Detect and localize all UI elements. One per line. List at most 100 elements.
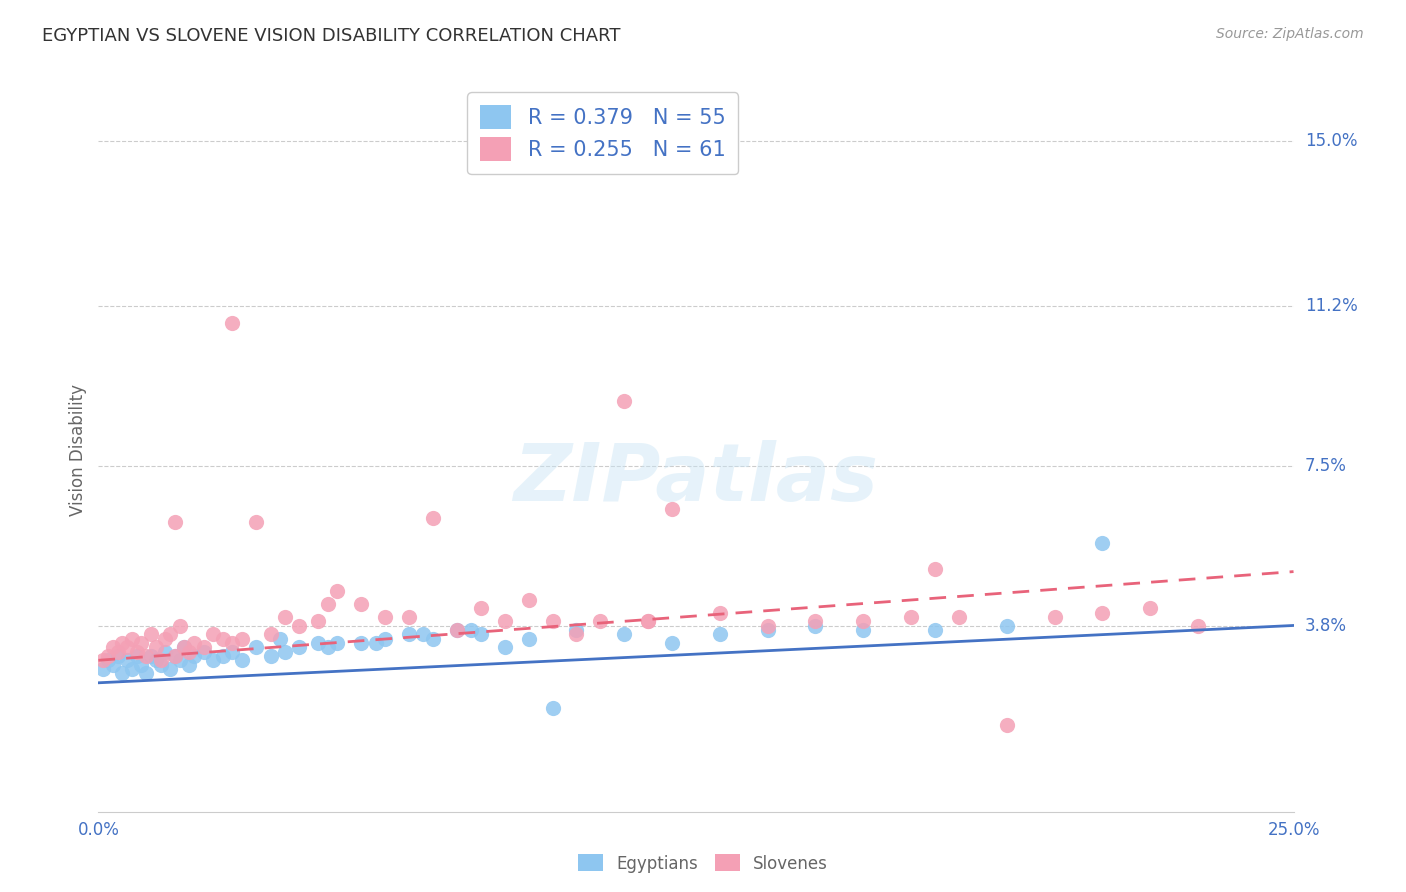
Point: [183, 648, 205, 663]
Point: [422, 632, 444, 646]
Point: [202, 653, 225, 667]
Point: [193, 645, 215, 659]
Point: [183, 636, 205, 650]
Point: [460, 623, 482, 637]
Point: [163, 648, 186, 663]
Point: [326, 584, 349, 599]
Point: [111, 666, 134, 681]
Point: [613, 627, 636, 641]
Point: [149, 657, 172, 672]
Point: [1187, 618, 1209, 632]
Point: [125, 648, 148, 663]
Text: Source: ZipAtlas.com: Source: ZipAtlas.com: [1216, 27, 1364, 41]
Point: [374, 610, 396, 624]
Legend: R = 0.379   N = 55, R = 0.255   N = 61: R = 0.379 N = 55, R = 0.255 N = 61: [467, 93, 738, 174]
Point: [804, 615, 827, 629]
Y-axis label: Vision Disability: Vision Disability: [69, 384, 87, 516]
Point: [169, 653, 191, 667]
Text: 3.8%: 3.8%: [1305, 616, 1347, 635]
Point: [115, 653, 138, 667]
Text: EGYPTIAN VS SLOVENE VISION DISABILITY CORRELATION CHART: EGYPTIAN VS SLOVENE VISION DISABILITY CO…: [42, 27, 620, 45]
Point: [494, 615, 516, 629]
Point: [517, 632, 540, 646]
Point: [288, 618, 311, 632]
Point: [661, 501, 683, 516]
Point: [470, 627, 492, 641]
Point: [613, 393, 636, 408]
Text: ZIPatlas: ZIPatlas: [513, 441, 879, 518]
Point: [637, 615, 659, 629]
Point: [995, 618, 1018, 632]
Point: [948, 610, 970, 624]
Point: [541, 615, 564, 629]
Point: [169, 618, 191, 632]
Point: [111, 636, 134, 650]
Point: [709, 606, 731, 620]
Point: [231, 653, 253, 667]
Point: [145, 640, 167, 655]
Point: [163, 515, 186, 529]
Point: [259, 627, 281, 641]
Point: [145, 653, 167, 667]
Point: [131, 657, 153, 672]
Point: [121, 632, 143, 646]
Point: [173, 640, 195, 655]
Point: [288, 640, 311, 655]
Point: [135, 666, 157, 681]
Point: [274, 610, 297, 624]
Point: [900, 610, 922, 624]
Point: [221, 636, 243, 650]
Point: [924, 562, 946, 576]
Point: [125, 645, 148, 659]
Point: [91, 662, 114, 676]
Point: [589, 615, 612, 629]
Point: [470, 601, 492, 615]
Point: [446, 623, 468, 637]
Point: [541, 701, 564, 715]
Point: [245, 640, 267, 655]
Point: [91, 653, 114, 667]
Point: [155, 645, 177, 659]
Point: [202, 627, 225, 641]
Point: [135, 648, 157, 663]
Point: [804, 618, 827, 632]
Point: [1091, 536, 1114, 550]
Point: [307, 636, 329, 650]
Point: [107, 648, 129, 663]
Point: [221, 645, 243, 659]
Point: [149, 653, 172, 667]
Point: [115, 640, 138, 655]
Point: [107, 645, 129, 659]
Point: [326, 636, 349, 650]
Point: [661, 636, 683, 650]
Point: [211, 648, 233, 663]
Point: [97, 653, 120, 667]
Point: [97, 648, 120, 663]
Point: [139, 648, 162, 663]
Point: [1091, 606, 1114, 620]
Point: [637, 615, 659, 629]
Point: [179, 657, 201, 672]
Point: [211, 632, 233, 646]
Point: [274, 645, 297, 659]
Point: [350, 636, 373, 650]
Point: [193, 640, 215, 655]
Point: [121, 662, 143, 676]
Point: [852, 623, 875, 637]
Point: [565, 623, 588, 637]
Point: [316, 640, 339, 655]
Point: [159, 627, 181, 641]
Point: [1043, 610, 1066, 624]
Point: [398, 627, 420, 641]
Point: [269, 632, 291, 646]
Point: [231, 632, 253, 646]
Point: [709, 627, 731, 641]
Point: [159, 662, 181, 676]
Point: [494, 640, 516, 655]
Point: [221, 316, 243, 330]
Point: [245, 515, 267, 529]
Point: [517, 592, 540, 607]
Point: [155, 632, 177, 646]
Point: [179, 645, 201, 659]
Point: [756, 623, 779, 637]
